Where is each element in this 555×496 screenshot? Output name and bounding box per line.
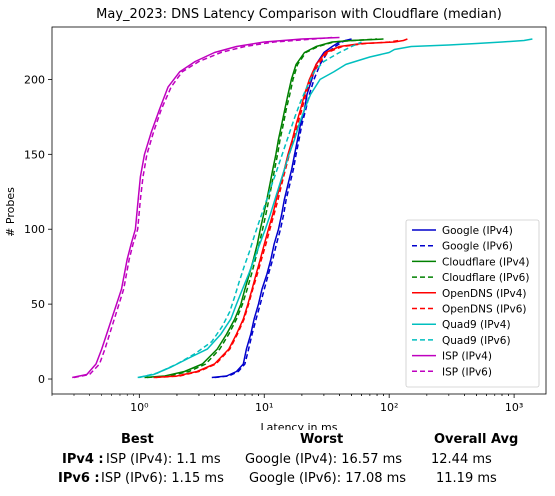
legend-label: Quad9 (IPv6) <box>442 335 511 347</box>
series-line <box>214 38 350 379</box>
summary-ipv6-avg: 11.19 ms <box>436 471 497 486</box>
summary-row-label-ipv4: IPv4 : <box>62 452 104 467</box>
summary-ipv6-worst: Google (IPv6): 17.08 ms <box>249 471 407 486</box>
y-tick-label: 100 <box>24 223 45 236</box>
x-tick-label: 10⁰ <box>130 401 149 414</box>
summary-ipv4-best: ISP (IPv4): 1.1 ms <box>106 452 221 467</box>
summary-row-label-ipv6: IPv6 : <box>58 471 100 486</box>
legend-label: ISP (IPv4) <box>442 351 492 363</box>
y-axis-label: # Probes <box>4 187 17 237</box>
axes-frame <box>51 26 547 395</box>
legend-label: ISP (IPv6) <box>442 366 492 378</box>
legend-label: OpenDNS (IPv4) <box>442 288 527 300</box>
y-tick-label: 200 <box>24 73 45 86</box>
series-line <box>155 39 400 379</box>
x-tick-label: 10³ <box>505 401 523 414</box>
chart-title: May_2023: DNS Latency Comparison with Cl… <box>96 7 502 22</box>
legend-label: Quad9 (IPv4) <box>442 319 511 331</box>
y-tick-label: 150 <box>24 148 45 161</box>
series-line <box>137 38 533 379</box>
x-tick-label: 10² <box>380 401 398 414</box>
summary-ipv6-best: ISP (IPv6): 1.15 ms <box>101 471 224 486</box>
y-tick-label: 0 <box>38 373 45 386</box>
series-line <box>73 36 333 379</box>
x-tick-label: 10¹ <box>255 401 273 414</box>
summary-header-best: Best <box>121 432 154 447</box>
series-line <box>72 36 340 379</box>
legend-label: Cloudflare (IPv6) <box>442 272 529 284</box>
latency-chart: May_2023: DNS Latency Comparison with Cl… <box>4 7 547 430</box>
series-line <box>153 38 408 379</box>
summary-ipv4-worst: Google (IPv4): 16.57 ms <box>245 452 403 467</box>
series-line <box>146 38 378 379</box>
summary-header-worst: Worst <box>300 432 344 447</box>
plot-area: 10⁰ 10¹ 10² 10³ 0 50 100 150 200 Google (IPv4) Goo… <box>24 26 547 414</box>
series-line <box>139 41 362 379</box>
legend-label: OpenDNS (IPv6) <box>442 304 527 316</box>
summary-header-avg: Overall Avg <box>434 432 519 447</box>
y-tick-label: 50 <box>31 298 45 311</box>
x-axis-label: Latency in ms <box>261 421 338 430</box>
legend-label: Cloudflare (IPv4) <box>442 256 529 268</box>
legend-box <box>405 219 540 388</box>
summary-ipv4-avg: 12.44 ms <box>431 452 492 467</box>
legend-label: Google (IPv4) <box>442 225 513 237</box>
legend-label: Google (IPv6) <box>442 241 513 253</box>
